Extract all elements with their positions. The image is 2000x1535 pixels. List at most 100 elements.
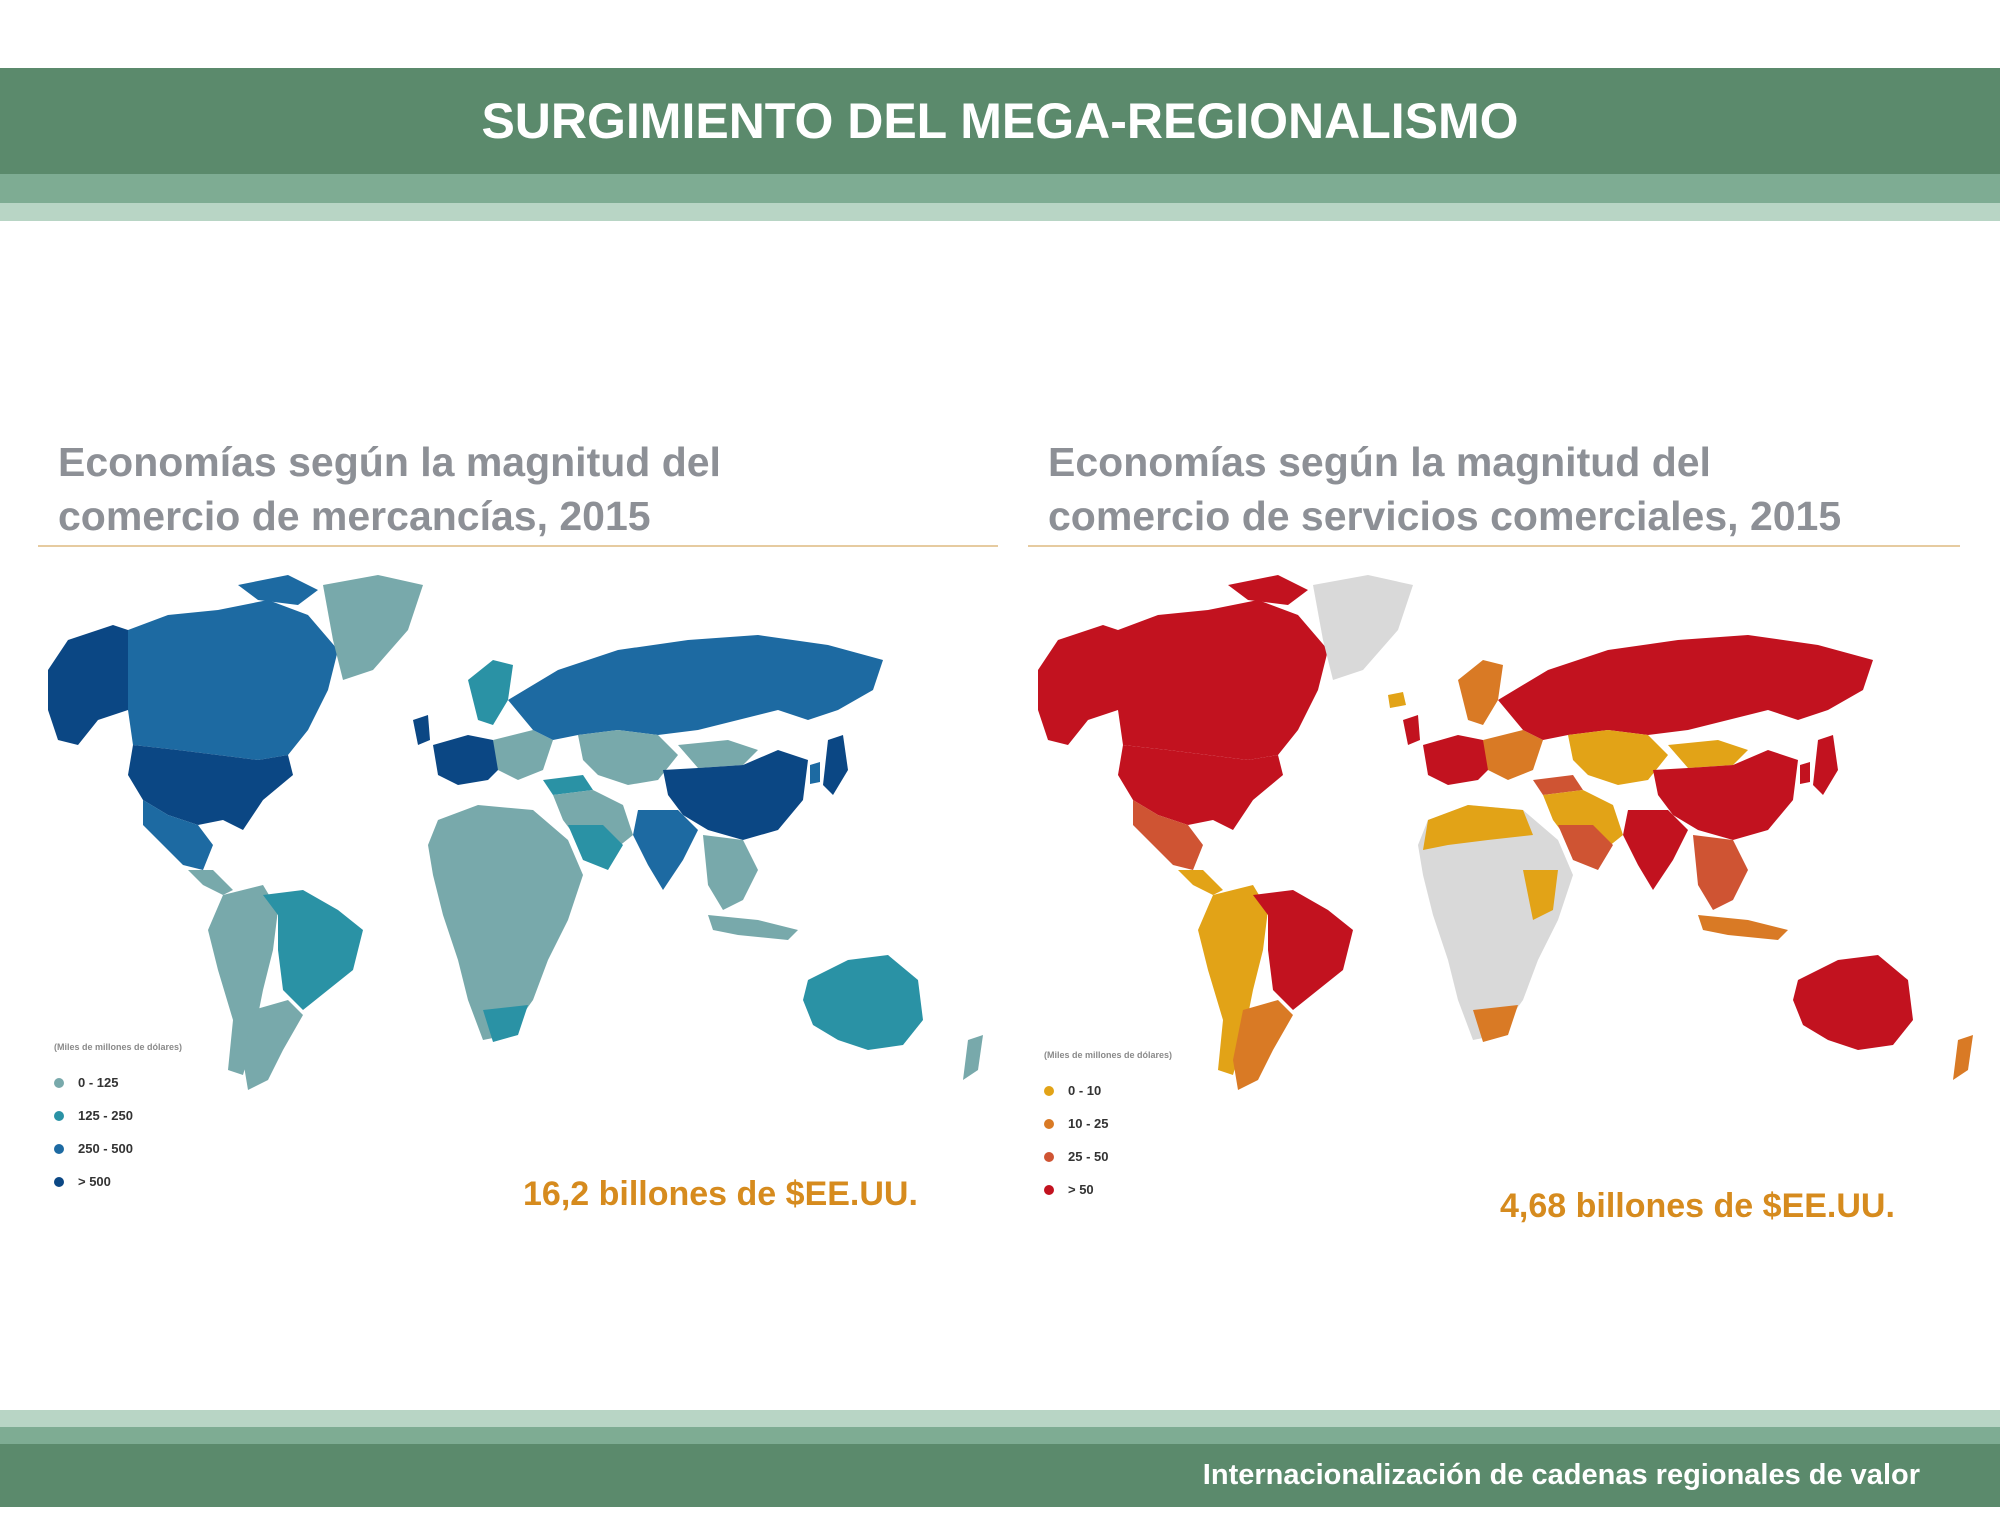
region-iceland <box>1388 692 1406 708</box>
region-brazil <box>1253 890 1353 1010</box>
region-china <box>1653 750 1798 840</box>
region-canada <box>128 600 338 760</box>
region-india <box>633 810 698 890</box>
region-africa-north <box>1423 805 1533 850</box>
legend-label: > 500 <box>78 1174 111 1189</box>
region-mexico <box>1133 800 1203 870</box>
region-saudi-arabia <box>568 825 623 870</box>
region-mexico <box>143 800 213 870</box>
header-stripe-mid <box>0 174 2000 203</box>
legend-label: 0 - 125 <box>78 1075 119 1090</box>
region-eastern-europe <box>1483 730 1543 780</box>
region-central-asia <box>578 730 678 785</box>
header-bar <box>0 68 2000 174</box>
region-southern-cone <box>1233 1000 1293 1090</box>
region-brazil <box>263 890 363 1010</box>
region-south-africa <box>1473 1005 1518 1042</box>
region-korea <box>810 762 820 784</box>
map-title-line1: Economías según la magnitud del <box>1048 439 1711 485</box>
region-russia <box>508 635 883 740</box>
region-greenland <box>323 575 423 680</box>
legend-label: > 50 <box>1068 1182 1094 1197</box>
region-western-europe <box>433 735 503 785</box>
region-india <box>1623 810 1688 890</box>
region-western-europe <box>1423 735 1493 785</box>
legend-label: 0 - 10 <box>1068 1083 1102 1098</box>
region-russia <box>1498 635 1873 740</box>
map-panel-services: Economías según la magnitud del comercio… <box>1028 430 1998 1250</box>
legend-dot <box>1044 1151 1054 1162</box>
title-rule <box>38 545 998 547</box>
legend-label: 10 - 25 <box>1068 1116 1109 1131</box>
legend-dot <box>1044 1184 1054 1195</box>
map-legend-services: (Miles de millones de dólares) 0 - 10 10… <box>1044 1050 1172 1206</box>
region-indonesia <box>1698 915 1788 940</box>
footer-stripe-mid <box>0 1427 2000 1444</box>
world-map-merchandise <box>48 575 983 1090</box>
region-canada <box>1118 600 1328 760</box>
map-title-line1: Economías según la magnitud del <box>58 439 721 485</box>
region-central-america <box>188 870 233 895</box>
region-japan <box>1813 735 1838 795</box>
region-australia <box>803 955 923 1050</box>
legend-item: > 500 <box>54 1165 182 1198</box>
legend-item: 0 - 10 <box>1044 1074 1172 1107</box>
total-value-merchandise: 16,2 billones de $EE.UU. <box>523 1175 918 1213</box>
region-turkey <box>543 775 593 795</box>
region-new-zealand <box>1953 1035 1973 1080</box>
legend-dot <box>1044 1085 1054 1096</box>
footer-text: Internacionalización de cadenas regional… <box>1202 1459 1920 1491</box>
region-central-america <box>1178 870 1223 895</box>
region-arctic-islands <box>238 575 318 605</box>
footer-bar <box>0 1444 2000 1507</box>
legend-item: > 50 <box>1044 1173 1172 1206</box>
page-title: SURGIMIENTO DEL MEGA-REGIONALISMO <box>481 93 1519 149</box>
region-turkey <box>1533 775 1583 795</box>
total-value-services: 4,68 billones de $EE.UU. <box>1500 1187 1895 1225</box>
legend-dot <box>54 1143 64 1154</box>
header-stripe-light <box>0 203 2000 221</box>
legend-label: 125 - 250 <box>78 1108 133 1123</box>
legend-title: (Miles de millones de dólares) <box>1044 1050 1173 1060</box>
region-arctic-islands <box>1228 575 1308 605</box>
map-title-services: Economías según la magnitud del comercio… <box>1048 435 1988 543</box>
legend-item: 0 - 125 <box>54 1066 182 1099</box>
region-scandinavia <box>468 660 513 725</box>
region-korea <box>1800 762 1810 784</box>
region-alaska <box>48 625 128 745</box>
legend-dot <box>54 1176 64 1187</box>
region-scandinavia <box>1458 660 1503 725</box>
map-panel-merchandise: Economías según la magnitud del comercio… <box>38 430 1008 1250</box>
map-title-line2: comercio de mercancías, 2015 <box>58 493 651 539</box>
region-southeast-asia <box>1693 835 1748 910</box>
legend-dot <box>1044 1118 1054 1129</box>
legend-title: (Miles de millones de dólares) <box>54 1042 183 1052</box>
region-africa <box>1418 805 1573 1040</box>
region-japan <box>823 735 848 795</box>
region-africa <box>428 805 583 1040</box>
region-mongolia <box>1668 740 1748 768</box>
region-indonesia <box>708 915 798 940</box>
region-alaska <box>1038 625 1118 745</box>
region-eastern-europe <box>493 730 553 780</box>
legend-label: 250 - 500 <box>78 1141 133 1156</box>
legend-item: 125 - 250 <box>54 1099 182 1132</box>
legend-label: 25 - 50 <box>1068 1149 1109 1164</box>
region-south-africa <box>483 1005 528 1042</box>
region-usa <box>1118 745 1283 830</box>
footer-stripe-light <box>0 1410 2000 1427</box>
world-map-services <box>1038 575 1973 1090</box>
region-southeast-asia <box>703 835 758 910</box>
map-title-line2: comercio de servicios comerciales, 2015 <box>1048 493 1842 539</box>
region-south-america-west <box>1198 885 1268 1075</box>
region-usa <box>128 745 293 830</box>
legend-dot <box>54 1077 64 1088</box>
region-uk <box>1403 715 1420 745</box>
legend-item: 250 - 500 <box>54 1132 182 1165</box>
region-greenland <box>1313 575 1413 680</box>
region-southern-cone <box>243 1000 303 1090</box>
region-new-zealand <box>963 1035 983 1080</box>
legend-dot <box>54 1110 64 1121</box>
map-title-merchandise: Economías según la magnitud del comercio… <box>58 435 998 543</box>
region-mongolia <box>678 740 758 768</box>
